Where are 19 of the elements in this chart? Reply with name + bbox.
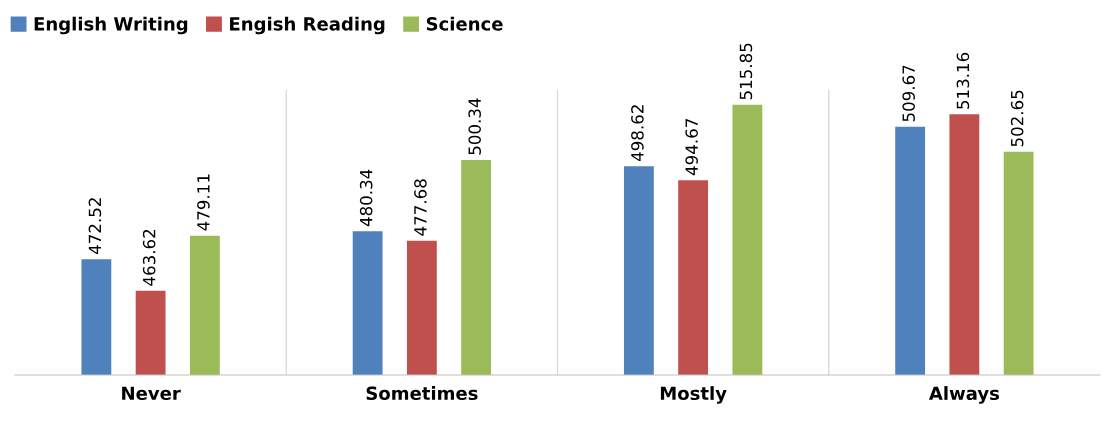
data-label: 513.16 <box>956 52 970 109</box>
x-tick-label: Sometimes <box>366 386 478 401</box>
data-label: 515.85 <box>739 43 753 100</box>
data-label: 463.62 <box>142 229 156 286</box>
data-label: 477.68 <box>414 179 427 236</box>
data-label: 502.65 <box>1010 90 1024 147</box>
data-label: 479.11 <box>197 174 210 231</box>
data-label: 500.34 <box>468 98 481 155</box>
data-label: 509.67 <box>902 65 915 122</box>
legend-label: English Writing <box>34 16 188 35</box>
legend-label: Engish Reading <box>230 16 385 35</box>
x-tick-label: Never <box>122 386 181 401</box>
data-label: 472.52 <box>88 198 102 255</box>
data-label: 498.62 <box>631 105 644 162</box>
legend-label: Science <box>426 16 503 31</box>
x-tick-label: Always <box>928 386 1000 404</box>
data-label: 494.67 <box>685 119 698 176</box>
x-tick-label: Mostly <box>660 386 727 404</box>
data-label: 480.34 <box>359 169 373 227</box>
